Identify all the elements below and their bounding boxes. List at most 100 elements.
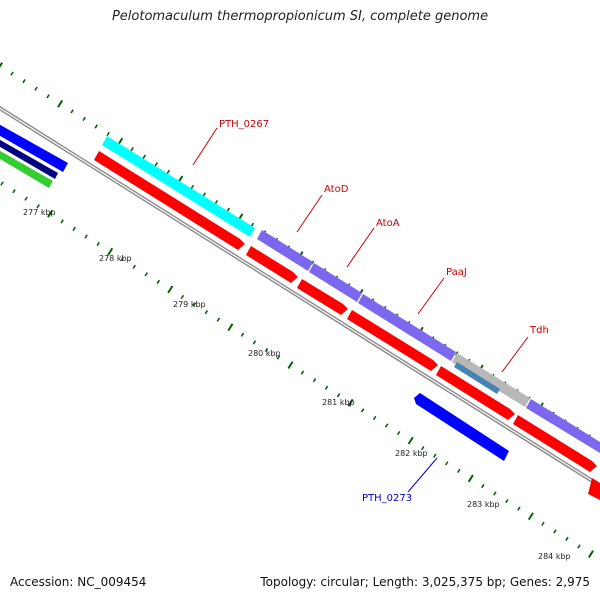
minor-tick — [34, 86, 38, 91]
minor-tick — [166, 169, 171, 174]
minor-tick — [60, 219, 64, 224]
minor-tick — [360, 408, 365, 413]
major-tick — [167, 285, 174, 294]
gene-red-7[interactable] — [588, 478, 600, 500]
minor-tick — [142, 154, 146, 159]
minor-tick — [336, 393, 341, 398]
major-tick — [347, 398, 354, 407]
gene-label-atod[interactable]: AtoD — [324, 184, 349, 195]
gene-next-cds[interactable] — [526, 399, 600, 453]
minor-tick — [120, 257, 124, 262]
gene-paaj-cds[interactable] — [358, 294, 456, 361]
forward-strand-genes — [0, 122, 600, 453]
gene-left-green-cds[interactable] — [0, 148, 53, 188]
reverse-strand-genes — [94, 151, 600, 500]
minor-tick — [106, 131, 110, 137]
kbp-label-280: 280 kbp — [248, 349, 281, 358]
minor-tick — [300, 370, 305, 375]
gene-pth-0267-cds[interactable] — [102, 136, 255, 237]
minor-tick — [22, 79, 26, 84]
minor-tick — [84, 234, 88, 239]
kbp-label-281: 281 kbp — [322, 398, 355, 407]
minor-tick — [493, 491, 497, 496]
gene-pth-0273-cds[interactable] — [414, 393, 509, 461]
minor-tick — [46, 94, 50, 99]
major-tick — [107, 247, 114, 256]
minor-tick — [94, 124, 98, 129]
minor-tick — [144, 272, 148, 277]
gene-label-paaj[interactable]: PaaJ — [446, 267, 467, 278]
kbp-label-284: 284 kbp — [538, 552, 571, 561]
gene-red-6[interactable] — [513, 415, 597, 472]
kbp-scale-labels: 277 kbp 278 kbp 279 kbp 280 kbp 281 kbp … — [23, 208, 571, 561]
minor-tick — [457, 468, 461, 473]
genome-backbone — [0, 105, 600, 489]
minor-tick — [24, 196, 28, 201]
minor-tick — [252, 340, 257, 345]
minor-tick — [517, 506, 521, 511]
kbp-label-277: 277 kbp — [23, 208, 56, 217]
gene-label-pth-0273[interactable]: PTH_0273 — [362, 493, 412, 504]
gene-red-2[interactable] — [246, 246, 298, 283]
major-tick — [0, 62, 3, 68]
minor-tick — [82, 116, 86, 122]
minor-tick — [156, 279, 161, 284]
minor-tick — [154, 162, 158, 167]
minor-tick — [455, 351, 459, 356]
gene-left-blue-cds[interactable] — [0, 122, 68, 172]
minor-tick — [70, 109, 74, 114]
kbp-label-279: 279 kbp — [173, 300, 206, 309]
minor-tick — [553, 529, 557, 534]
minor-tick — [36, 204, 40, 209]
minor-tick — [432, 453, 437, 458]
minor-tick — [264, 347, 269, 353]
gene-red-4[interactable] — [347, 310, 438, 371]
minor-tick — [216, 317, 221, 322]
genome-summary: Topology: circular; Length: 3,025,375 bp… — [260, 575, 590, 589]
gene-tdh-cds[interactable] — [452, 353, 530, 407]
minor-tick — [10, 71, 14, 76]
minor-tick — [250, 222, 255, 227]
minor-tick — [372, 415, 377, 421]
minor-tick — [481, 483, 485, 489]
gene-red-3[interactable] — [297, 279, 348, 315]
major-tick — [57, 99, 64, 108]
minor-tick — [72, 226, 76, 232]
label-leaders — [192, 127, 529, 493]
gene-label-tdh[interactable]: Tdh — [529, 325, 549, 336]
minor-tick — [132, 264, 136, 269]
kbp-label-278: 278 kbp — [99, 254, 132, 263]
map-title: Pelotomaculum thermopropionicum SI, comp… — [111, 9, 489, 24]
gene-red-5[interactable] — [436, 366, 515, 420]
minor-tick — [312, 378, 317, 383]
major-tick — [407, 436, 414, 445]
minor-tick — [541, 521, 545, 526]
kbp-label-282: 282 kbp — [395, 449, 428, 458]
gene-red-1[interactable] — [94, 151, 245, 250]
minor-tick — [577, 544, 581, 549]
major-tick — [588, 550, 594, 558]
minor-tick — [202, 192, 207, 197]
minor-tick — [0, 181, 4, 186]
gene-label-pth-0267[interactable]: PTH_0267 — [219, 119, 269, 130]
minor-tick — [324, 385, 329, 390]
gene-atoa-cds[interactable] — [309, 263, 362, 302]
minor-tick — [180, 294, 185, 300]
minor-tick — [396, 430, 401, 436]
minor-tick — [192, 302, 197, 307]
minor-tick — [565, 536, 569, 542]
minor-tick — [96, 241, 100, 247]
major-tick — [227, 323, 234, 332]
gene-label-atoa[interactable]: AtoA — [376, 218, 400, 229]
major-tick — [287, 361, 294, 369]
minor-tick — [190, 184, 195, 190]
minor-tick — [420, 446, 425, 451]
gene-left-navy-cds[interactable] — [0, 137, 58, 179]
minor-tick — [130, 147, 134, 152]
major-tick — [47, 209, 54, 218]
gene-tdh-cds-steel[interactable] — [454, 362, 500, 394]
major-tick — [467, 474, 474, 483]
minor-tick — [384, 423, 389, 428]
gene-atod-cds[interactable] — [257, 230, 313, 271]
